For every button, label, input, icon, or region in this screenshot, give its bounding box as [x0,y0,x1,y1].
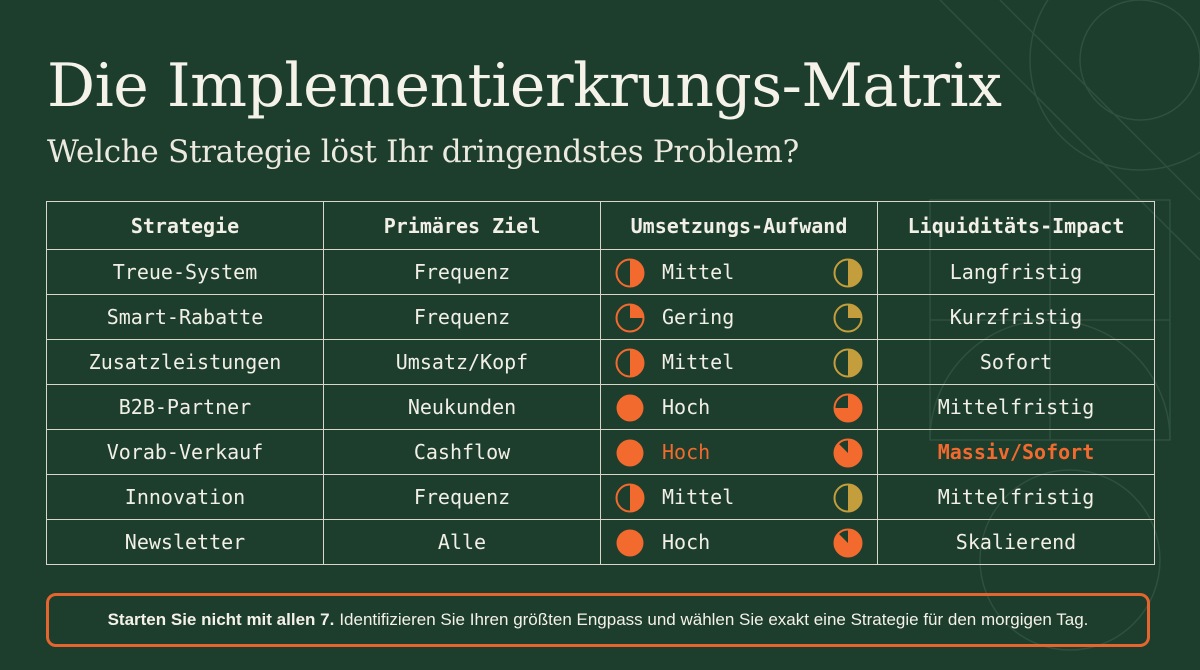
effort-label: Mittel [662,350,735,374]
effort-pie-icon [616,529,644,557]
effort-label: Mittel [662,260,735,284]
cell-strategy: B2B-Partner [46,384,324,430]
header-impact: Liquiditäts-Impact [877,201,1155,250]
effort-label: Mittel [662,485,735,509]
cell-goal: Neukunden [323,384,601,430]
cell-goal: Frequenz [323,294,601,340]
cell-effort: Hoch [600,384,878,430]
header-goal: Primäres Ziel [323,201,601,250]
table-row: Zusatzleistungen Umsatz/Kopf Mittel Sofort [46,339,1155,385]
table-row: Vorab-Verkauf Cashflow Hoch Massiv/Sofort [46,429,1155,475]
impact-pie-icon [833,303,863,333]
cell-impact: Sofort [877,339,1155,385]
page-subtitle: Welche Strategie löst Ihr dringendstes P… [47,134,799,170]
cell-strategy: Innovation [46,474,324,520]
table-row: Innovation Frequenz Mittel Mittelfristig [46,474,1155,520]
cell-impact: Mittelfristig [877,474,1155,520]
cell-goal: Frequenz [323,474,601,520]
cell-goal: Cashflow [323,429,601,475]
table-row: B2B-Partner Neukunden Hoch Mittelfristig [46,384,1155,430]
cell-strategy: Newsletter [46,519,324,565]
header-strategy: Strategie [46,201,324,250]
table-row: Newsletter Alle Hoch Skalierend [46,519,1155,565]
impact-pie-icon [833,258,863,288]
effort-pie-icon [615,348,645,378]
effort-pie-icon [616,394,644,422]
impact-pie-icon [833,483,863,513]
cell-impact: Langfristig [877,249,1155,295]
impact-pie-icon [833,438,863,468]
cell-goal: Alle [323,519,601,565]
cell-effort: Mittel [600,339,878,385]
callout-text: Identifizieren Sie Ihren größten Engpass… [339,610,1089,629]
effort-label: Hoch [662,530,711,554]
table-row: Smart-Rabatte Frequenz Gering Kurzfristig [46,294,1155,340]
effort-label: Gering [662,305,735,329]
cell-goal: Frequenz [323,249,601,295]
effort-label: Hoch [662,440,711,464]
cell-strategy: Treue-System [46,249,324,295]
header-effort: Umsetzungs-Aufwand [600,201,878,250]
cell-impact: Mittelfristig [877,384,1155,430]
effort-pie-icon [615,483,645,513]
cell-effort: Mittel [600,249,878,295]
cell-effort: Gering [600,294,878,340]
effort-pie-icon [615,303,645,333]
impact-pie-icon [833,528,863,558]
cell-strategy: Zusatzleistungen [46,339,324,385]
cell-effort: Mittel [600,474,878,520]
cell-goal: Umsatz/Kopf [323,339,601,385]
effort-pie-icon [615,258,645,288]
cell-impact: Massiv/Sofort [877,429,1155,475]
cell-effort: Hoch [600,429,878,475]
table-row: Treue-System Frequenz Mittel Langfristig [46,249,1155,295]
cell-effort: Hoch [600,519,878,565]
callout-bold-text: Starten Sie nicht mit allen 7. [107,610,335,629]
effort-label: Hoch [662,395,711,419]
impact-pie-icon [833,348,863,378]
cell-impact: Kurzfristig [877,294,1155,340]
cell-strategy: Vorab-Verkauf [46,429,324,475]
cell-strategy: Smart-Rabatte [46,294,324,340]
effort-pie-icon [616,439,644,467]
callout-box: Starten Sie nicht mit allen 7. Identifiz… [46,593,1150,647]
page-title: Die Implementierkrungs-Matrix [47,51,1002,121]
cell-impact: Skalierend [877,519,1155,565]
table-header-row: Strategie Primäres Ziel Umsetzungs-Aufwa… [46,201,1155,250]
implementation-matrix-table: Strategie Primäres Ziel Umsetzungs-Aufwa… [46,201,1155,565]
impact-pie-icon [833,393,863,423]
